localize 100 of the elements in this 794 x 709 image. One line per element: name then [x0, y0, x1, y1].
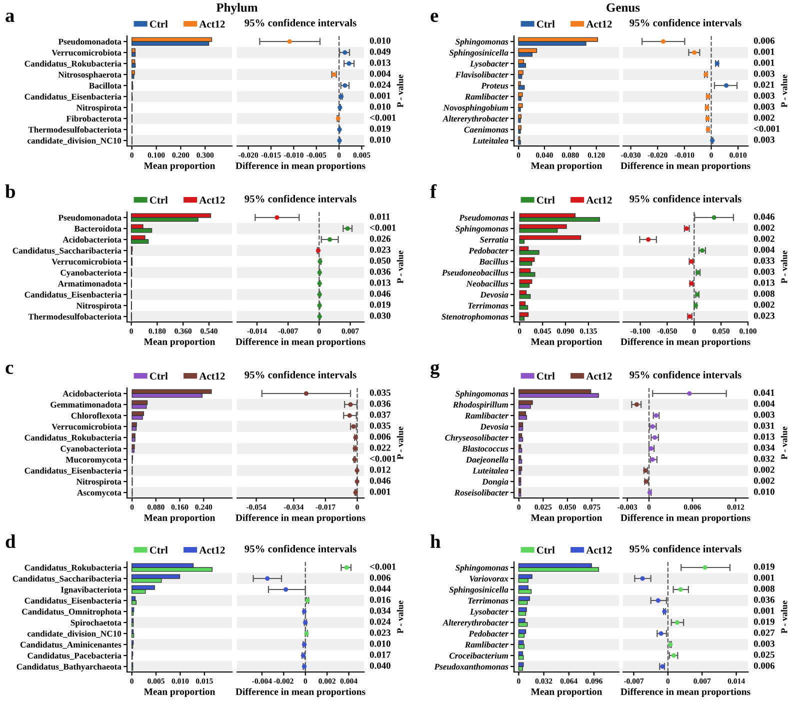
text: h [430, 534, 441, 548]
y-tick-label: Thermodesulfobacteriota [28, 313, 122, 320]
bar [132, 448, 135, 453]
text: 0.022 [370, 444, 390, 451]
point [712, 215, 716, 220]
text: <0.001 [370, 455, 396, 462]
y-tick-label: Fibrobacterota [66, 116, 122, 122]
y-tick-label: Bacteroidota [74, 226, 122, 232]
bar [132, 411, 144, 416]
y-tick-label: Candidatus_Rokubacteria [24, 564, 122, 572]
y-tick-label: Flavisolibacter [455, 72, 509, 78]
bar [518, 400, 533, 405]
point [656, 598, 660, 603]
text: 0.019 [754, 563, 774, 570]
text: f [430, 184, 437, 198]
y-tick-label: candidate_division_NC10 [27, 630, 122, 638]
x-axis-title: Mean proportion [144, 688, 216, 697]
y-tick-label: Chryseosolibacter [445, 434, 509, 442]
point [660, 39, 666, 44]
point [724, 83, 729, 88]
point [287, 39, 292, 44]
y-tick-label: Croceibacterium [449, 652, 508, 659]
chart-title: Genus [606, 3, 640, 12]
text: 0.027 [754, 629, 775, 636]
bar [518, 59, 524, 64]
text: 0.001 [754, 59, 774, 66]
legend-label: Ctrl [150, 196, 168, 204]
text: 0.023 [754, 312, 774, 319]
bar [518, 655, 524, 660]
y-tick-label: Thermodesulfobacteriota [28, 126, 122, 133]
chart-title: 95% confidence intervals [630, 194, 742, 202]
x-axis-title: Difference in mean proportions [236, 514, 366, 523]
text: c [6, 364, 14, 374]
text: 0.006 [370, 433, 391, 440]
y-tick-label: Lysobacter [470, 608, 509, 616]
bar [518, 433, 522, 438]
text: 0.003 [754, 92, 774, 99]
x-axis-title: Difference in mean proportions [620, 514, 750, 523]
y-tick-label: Nitrospirota [76, 104, 122, 112]
y-tick-label: Sphingomonas [455, 390, 508, 398]
text: 0.013 [754, 279, 774, 286]
y-tick-label: Sphingomonas [455, 564, 508, 572]
text: 0.030 [370, 312, 390, 319]
bar [519, 301, 526, 306]
y-tick-label: Pseudomonadota [58, 214, 122, 221]
point [646, 237, 651, 242]
bar [518, 114, 522, 119]
text: 0.040 [370, 662, 390, 669]
text: 0.010 [370, 136, 390, 143]
text: d [6, 534, 16, 548]
x-axis-title: Difference in mean proportions [620, 338, 750, 347]
point [634, 402, 640, 407]
bar [518, 411, 526, 416]
text: 0.044 [370, 585, 391, 592]
text: 0.016 [370, 596, 391, 603]
y-tick-label: Ramlibacter [464, 412, 509, 419]
point [265, 576, 270, 581]
text: 0.013 [370, 59, 390, 66]
y-tick-label: Candidatus_Saccharibacteria [12, 576, 122, 583]
text: 0.006 [370, 574, 391, 581]
chart-title: 95% confidence intervals [630, 544, 742, 552]
y-tick-label: Candidatus_Eisenbacteria [24, 468, 122, 475]
legend-label: Act12 [199, 196, 225, 204]
y-tick-label: Novosphingobium [443, 104, 508, 112]
chart-title: 95% confidence intervals [244, 18, 356, 26]
point [304, 391, 309, 396]
text: 0.008 [754, 585, 774, 592]
bar [132, 59, 136, 64]
y-tick-label: Bacillota [89, 82, 122, 89]
y-tick-label: Sphingomonas [455, 38, 508, 46]
text: 0.001 [754, 607, 774, 614]
bar [518, 74, 522, 79]
text: 0.049 [370, 48, 390, 55]
x-axis-title: Difference in mean proportions [620, 688, 750, 697]
bar [519, 290, 527, 295]
bar [132, 433, 136, 438]
legend-label: Ctrl [150, 372, 168, 380]
y-tick-label: Verrucomicrobiota [52, 50, 122, 56]
y-tick-label: Candidatus_Aminicenantes [20, 642, 122, 649]
bar [131, 596, 136, 601]
bar [518, 92, 523, 97]
y-tick-label: Luteitalea [472, 468, 508, 474]
text: 0.010 [370, 37, 390, 44]
bar [518, 37, 598, 42]
legend-label: Act12 [199, 20, 225, 28]
text: 0.046 [754, 213, 775, 220]
y-tick-label: Sphingosinicella [449, 50, 508, 58]
y-tick-label: Gemmatimonadota [50, 402, 122, 408]
bar [519, 235, 582, 240]
text: 0.050 [370, 257, 390, 264]
bar [131, 574, 180, 579]
bar [518, 574, 532, 579]
y-tick-label: candidate_division_NC10 [27, 138, 122, 145]
text: 0.003 [754, 268, 774, 275]
text: g [430, 364, 440, 378]
y-tick-label: Nitrospirota [76, 478, 122, 486]
text: 0.008 [754, 290, 774, 297]
legend-label: Act12 [586, 372, 612, 380]
chart-title: 95% confidence intervals [244, 544, 356, 552]
x-axis-title: Difference in mean proportions [236, 688, 366, 697]
